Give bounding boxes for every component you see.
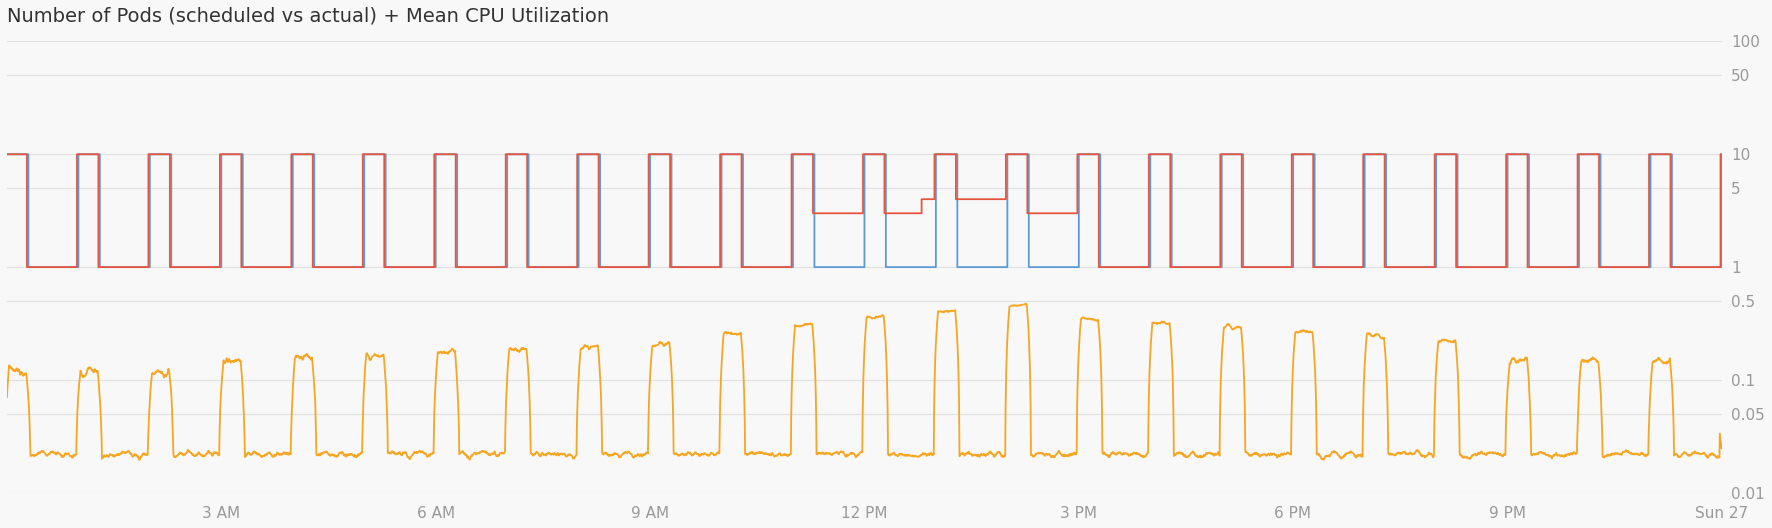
Text: Number of Pods (scheduled vs actual) + Mean CPU Utilization: Number of Pods (scheduled vs actual) + M… [7,7,610,26]
